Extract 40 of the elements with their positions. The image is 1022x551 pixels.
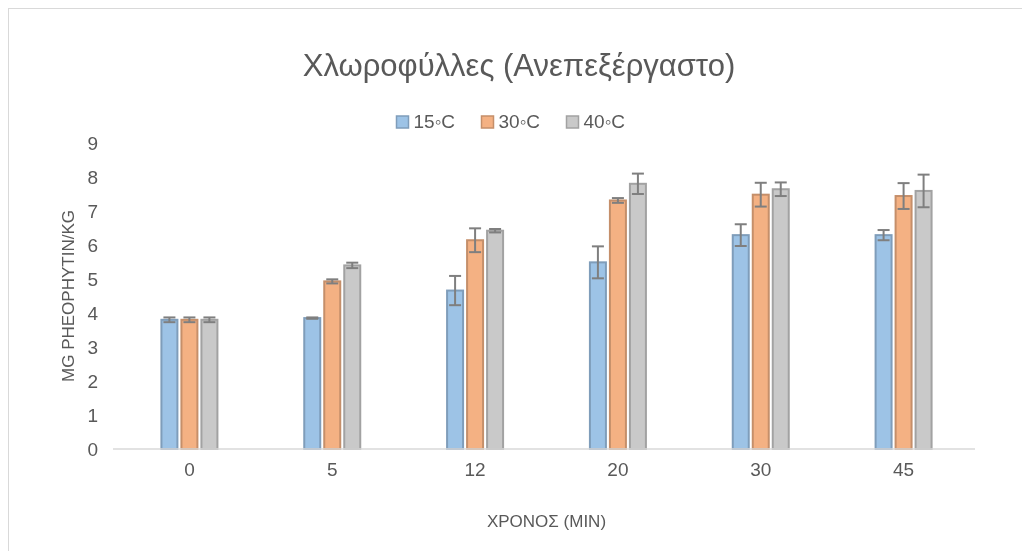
legend-label: 40◦C: [583, 111, 626, 132]
legend-label: 15◦C: [413, 111, 456, 132]
x-tick-label: 0: [184, 459, 195, 480]
bar: [160, 318, 179, 450]
bar: [731, 234, 750, 450]
x-tick-label: 45: [893, 459, 915, 480]
y-tick-label: 5: [87, 268, 98, 290]
bar: [874, 234, 893, 450]
bar: [894, 195, 913, 450]
x-tick-label: 12: [464, 459, 486, 480]
bar: [343, 264, 362, 450]
y-tick-label: 1: [87, 404, 98, 426]
legend-label: 30◦C: [498, 111, 541, 132]
bar: [771, 188, 790, 450]
chart-title: Χλωροφύλλες (Ανεπεξέργαστο): [302, 48, 736, 83]
y-tick-label: 3: [87, 336, 98, 358]
y-axis-title: MG PHEOPHYTIN/KG: [59, 210, 78, 382]
bar: [588, 261, 607, 450]
x-tick-label: 30: [750, 459, 772, 480]
y-tick-label: 2: [87, 370, 98, 392]
bar: [466, 239, 485, 450]
bar: [608, 199, 627, 450]
bar: [628, 182, 647, 450]
bar: [303, 317, 322, 450]
x-axis-title: ΧΡΟΝΟΣ (MIN): [486, 512, 607, 531]
y-tick-label: 6: [87, 234, 98, 256]
x-tick-label: 5: [326, 459, 338, 480]
bar: [200, 318, 219, 450]
bar: [751, 193, 770, 450]
bar: [486, 229, 505, 450]
x-tick-label: 20: [607, 459, 629, 480]
y-tick-label: 8: [87, 166, 98, 188]
bar: [323, 280, 342, 450]
y-tick-label: 7: [87, 200, 98, 222]
bar: [914, 189, 933, 450]
bar: [180, 318, 199, 450]
y-tick-label: 4: [87, 302, 99, 324]
y-tick-label: 0: [87, 438, 98, 460]
y-tick-label: 9: [87, 132, 98, 154]
bar: [446, 289, 465, 450]
